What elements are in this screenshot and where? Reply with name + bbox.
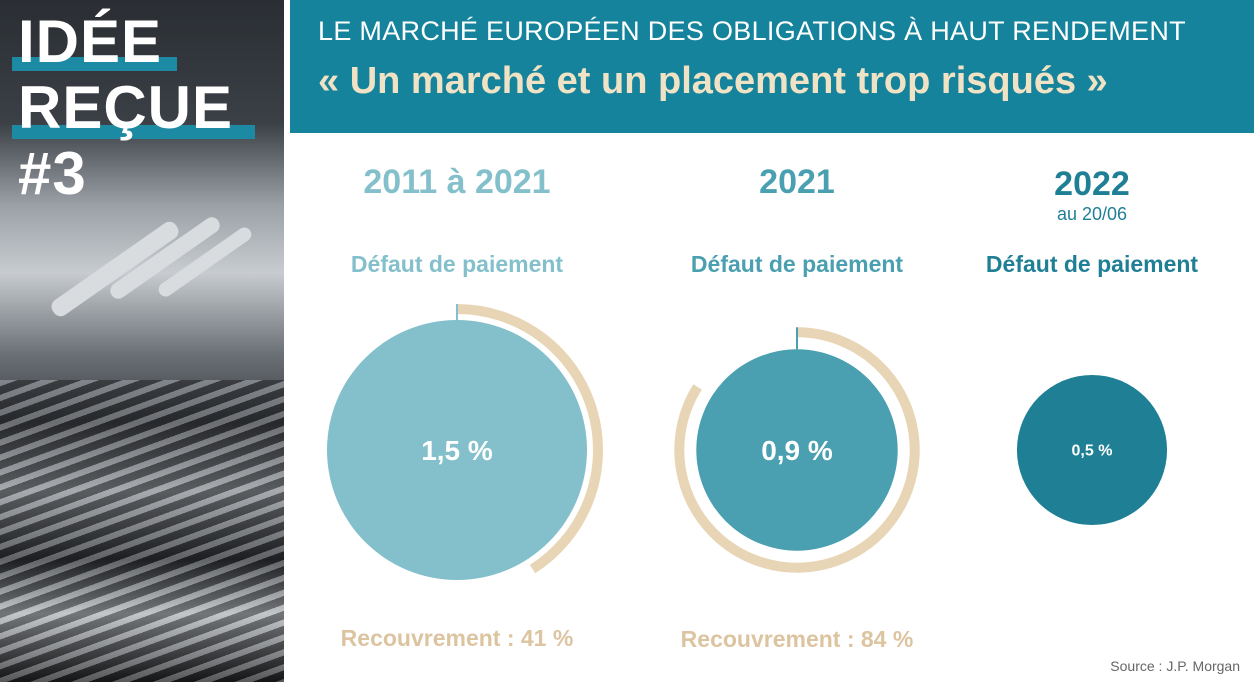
period-note: au 20/06: [1056, 204, 1128, 224]
default-value-label: 0,5 %: [1072, 443, 1113, 460]
default-circle: [1016, 374, 1168, 526]
recovery-arc: [674, 327, 920, 573]
panel-3-label: Défaut de paiement: [985, 251, 1199, 277]
panel-2-period: 2021: [637, 163, 957, 202]
badge-line-2: REÇUE: [18, 74, 234, 141]
title-underline: [12, 125, 255, 139]
recovery-arc: [456, 304, 603, 574]
default-circle: [696, 349, 898, 551]
period-text: 2022: [1054, 165, 1130, 203]
panel-3-period: 2022 au 20/06: [932, 165, 1252, 225]
source-note: Source : J.P. Morgan: [1110, 658, 1240, 674]
period-text: 2021: [759, 163, 835, 201]
period-text: 2011 à 2021: [363, 163, 551, 201]
headline: « Un marché et un placement trop risqués…: [318, 60, 1108, 102]
default-value-label: 1,5 %: [421, 435, 493, 466]
panel-1-label: Défaut de paiement: [350, 251, 564, 277]
kicker: LE MARCHÉ EUROPÉEN DES OBLIGATIONS À HAU…: [318, 16, 1186, 46]
panel-2-label: Défaut de paiement: [690, 251, 904, 277]
badge-line-3: #3: [18, 140, 87, 207]
header-band: LE MARCHÉ EUROPÉEN DES OBLIGATIONS À HAU…: [290, 0, 1254, 133]
panel-1-period: 2011 à 2021: [297, 163, 617, 202]
default-circle: [327, 320, 587, 580]
factory-photo: IDÉE REÇUE #3: [0, 0, 284, 682]
default-value-label: 0,9 %: [761, 435, 833, 466]
panel-1-recovery: Recouvrement : 41 %: [340, 625, 574, 651]
panel-2-recovery: Recouvrement : 84 %: [680, 626, 914, 652]
badge-line-1: IDÉE: [18, 8, 163, 75]
title-underline: [12, 57, 177, 71]
